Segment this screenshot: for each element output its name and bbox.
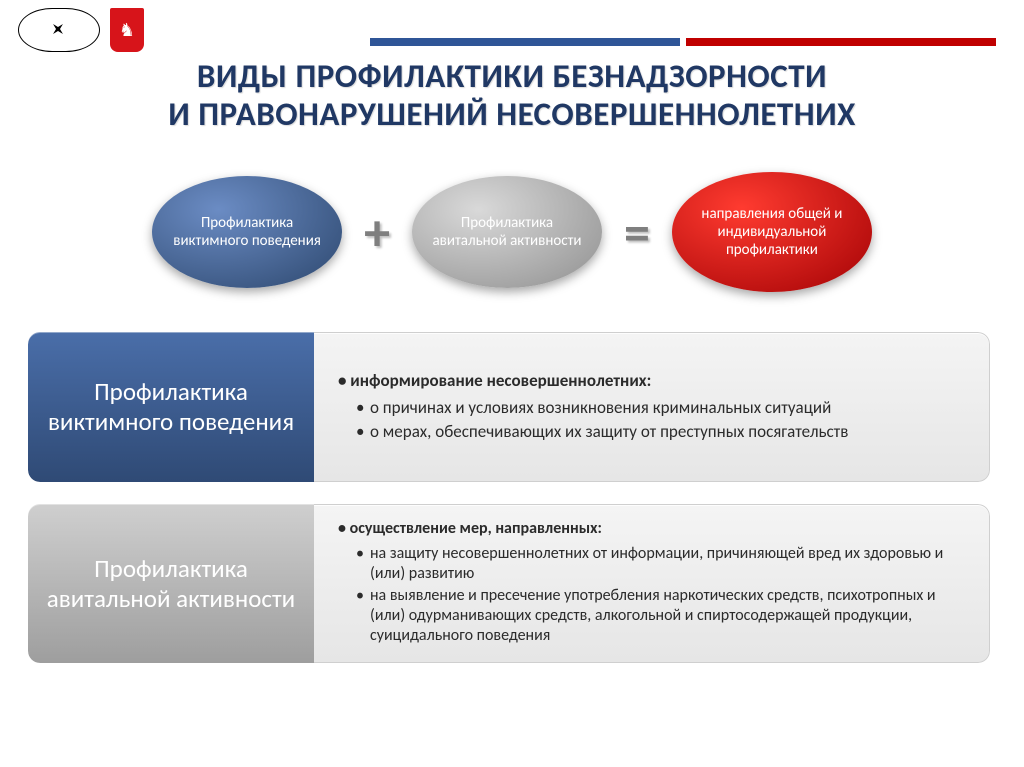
equation-diagram: Профилактика виктимного поведения + Профил… <box>0 172 1024 292</box>
equation-node: Профилактика авитальной активности <box>412 176 602 288</box>
row-lead: • информирование несовершеннолетних: <box>338 370 969 391</box>
row-lead: • осуществление мер, направленных: <box>338 519 969 538</box>
detail-row: Профилактика авитальной активности• осущ… <box>28 504 990 663</box>
row-body: • информирование несовершеннолетних: о пр… <box>314 332 990 482</box>
row-label: Профилактика виктимного поведения <box>28 332 314 482</box>
equation-node: Профилактика виктимного поведения <box>152 176 342 288</box>
title-line-2: И ПРАВОНАРУШЕНИЙ НЕСОВЕРШЕННОЛЕТНИХ <box>0 96 1024 134</box>
detail-row: Профилактика виктимного поведения• инфор… <box>28 332 990 482</box>
equation-node: направления общей и индивидуальной профи… <box>672 172 872 292</box>
row-item: на защиту несовершеннолетних от информац… <box>356 544 969 584</box>
row-item: на выявление и пресечение употребления н… <box>356 586 969 646</box>
row-item: о причинах и условиях возникновения крим… <box>356 397 969 418</box>
row-item-list: на защиту несовершеннолетних от информац… <box>338 542 969 648</box>
plus-icon: + <box>364 200 390 264</box>
coat-of-arms-logo: ♞ <box>110 8 144 52</box>
row-item-list: о причинах и условиях возникновения крим… <box>338 395 969 444</box>
logo-area: ♞ <box>18 8 144 52</box>
row-body: • осуществление мер, направленных: на за… <box>314 504 990 663</box>
row-item: о мерах, обеспечивающих их защиту от пре… <box>356 421 969 442</box>
equals-icon: = <box>624 200 650 264</box>
header-bar <box>686 38 996 46</box>
oval-logo <box>18 8 100 52</box>
title-line-1: ВИДЫ ПРОФИЛАКТИКИ БЕЗНАДЗОРНОСТИ <box>0 58 1024 96</box>
slide-title: ВИДЫ ПРОФИЛАКТИКИ БЕЗНАДЗОРНОСТИ И ПРАВО… <box>0 58 1024 134</box>
row-label: Профилактика авитальной активности <box>28 504 314 663</box>
header-color-bars <box>370 38 996 46</box>
header-bar <box>370 38 680 46</box>
detail-rows: Профилактика виктимного поведения• инфор… <box>28 332 990 663</box>
